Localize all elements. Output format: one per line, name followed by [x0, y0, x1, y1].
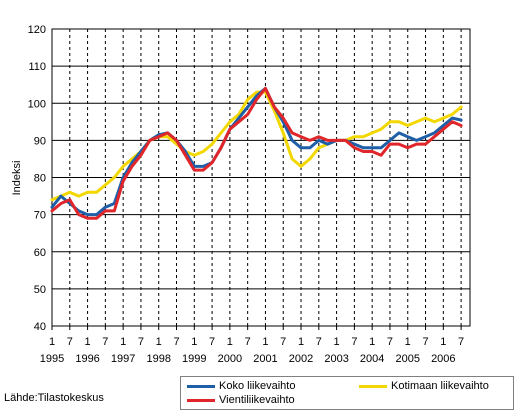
y-tick-label: 120: [28, 24, 46, 36]
x-year-label: 2003: [324, 353, 348, 365]
x-month-label: 1: [298, 336, 304, 348]
x-year-label: 1998: [146, 353, 170, 365]
x-month-label: 7: [280, 336, 286, 348]
x-month-label: 1: [369, 336, 375, 348]
legend-swatch-koko: [187, 384, 215, 388]
x-month-label: 1: [262, 336, 268, 348]
x-month-label: 7: [316, 336, 322, 348]
legend-swatch-vienti: [187, 398, 215, 402]
x-month-label: 1: [227, 336, 233, 348]
source-text: Lähde:Tilastokeskus: [4, 392, 104, 404]
x-month-label: 7: [351, 336, 357, 348]
x-month-label: 1: [156, 336, 162, 348]
grid: [52, 29, 470, 326]
x-month-label: 7: [209, 336, 215, 348]
x-month-label: 7: [422, 336, 428, 348]
x-year-label: 1995: [40, 353, 64, 365]
x-month-label: 1: [85, 336, 91, 348]
series-line-2: [50, 86, 463, 220]
x-month-label: 7: [67, 336, 73, 348]
x-month-label: 7: [138, 336, 144, 348]
series-line-1: [50, 90, 463, 202]
y-tick-label: 90: [34, 135, 46, 147]
x-year-label: 2000: [218, 353, 242, 365]
x-year-label: 2001: [253, 353, 277, 365]
legend-item-kotimaan: Kotimaan liikevaihto: [359, 380, 489, 392]
x-month-label: 1: [191, 336, 197, 348]
y-tick-label: 80: [34, 173, 46, 185]
x-year-label: 1999: [182, 353, 206, 365]
series-lines: [50, 86, 463, 220]
x-year-label: 1997: [111, 353, 135, 365]
y-tick-label: 60: [34, 247, 46, 259]
x-year-label: 1996: [75, 353, 99, 365]
x-year-label: 2002: [289, 353, 313, 365]
x-year-label: 2006: [431, 353, 455, 365]
x-month-label: 1: [49, 336, 55, 348]
x-month-label: 1: [334, 336, 340, 348]
legend-label-vienti: Vientiliikevaihto: [219, 394, 295, 406]
x-month-label: 7: [102, 336, 108, 348]
legend-label-kotimaan: Kotimaan liikevaihto: [391, 380, 489, 392]
y-tick-label: 110: [28, 61, 46, 73]
x-year-label: 2004: [360, 353, 384, 365]
x-month-label: 1: [405, 336, 411, 348]
y-tick-label: 40: [34, 321, 46, 333]
x-month-label: 7: [387, 336, 393, 348]
y-tick-label: 70: [34, 210, 46, 222]
legend: Koko liikevaihto Kotimaan liikevaihto Vi…: [180, 376, 514, 410]
legend-item-koko: Koko liikevaihto: [187, 380, 295, 392]
y-tick-label: 100: [28, 98, 46, 110]
x-month-label: 7: [245, 336, 251, 348]
x-month-label: 1: [120, 336, 126, 348]
legend-label-koko: Koko liikevaihto: [219, 380, 296, 392]
x-year-label: 2005: [396, 353, 420, 365]
x-month-label: 7: [173, 336, 179, 348]
legend-swatch-kotimaan: [359, 384, 387, 388]
y-axis-ticks: 40 50 60 70 80 90 100 110 120: [28, 24, 46, 333]
x-month-label: 7: [458, 336, 464, 348]
y-tick-label: 50: [34, 284, 46, 296]
y-axis-label: Indeksi: [11, 161, 23, 196]
x-month-label: 1: [440, 336, 446, 348]
legend-item-vienti: Vientiliikevaihto: [187, 394, 295, 406]
